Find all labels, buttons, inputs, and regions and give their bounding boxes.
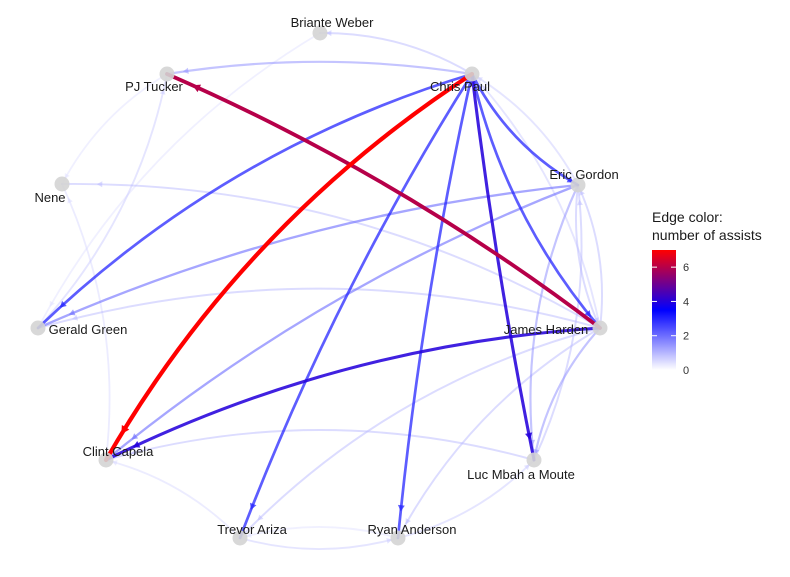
edge-cp3-to-briante	[319, 32, 473, 75]
legend-title-line1: Edge color:	[652, 209, 723, 225]
node-labels: Briante Weber Chris Paul PJ Tucker Eric Gor…	[34, 15, 618, 537]
edge-eric-to-luc	[529, 183, 580, 462]
edge-arrowhead-eric-to-cp3	[476, 76, 484, 83]
edge-harden-to-luc	[532, 326, 602, 462]
legend-tick-label: 4	[683, 296, 689, 308]
edge-cp3-to-pj	[165, 60, 474, 76]
edge-harden-to-ariza	[239, 327, 601, 539]
legend-ticks: 0 2 4 6	[652, 262, 689, 377]
node-gerald	[30, 320, 46, 336]
node-label-gerald: Gerald Green	[49, 322, 128, 337]
edge-eric-to-harden	[574, 184, 601, 329]
node-briante	[312, 25, 328, 41]
edge-cp3-to-luc	[470, 72, 536, 462]
legend: Edge color: number of assists 0 2 4 6	[652, 209, 762, 377]
legend-title-line2: number of assists	[652, 227, 762, 243]
edge-arrowhead-cp3-to-capela	[121, 424, 130, 435]
edge-arrowhead-cp3-to-gerald	[59, 300, 67, 308]
node-nene	[54, 176, 70, 192]
edge-ariza-to-capela	[105, 459, 241, 539]
legend-tick-label: 6	[683, 262, 689, 274]
edge-harden-to-pj	[165, 72, 602, 330]
edge-ryan-to-luc	[397, 459, 535, 539]
edge-arrowhead-luc-to-capela	[130, 449, 137, 456]
node-label-capela: Clint Capela	[83, 444, 155, 459]
edge-arrowhead-harden-to-pj	[192, 84, 202, 93]
edge-harden-to-eric	[577, 184, 604, 329]
edge-arrowhead-capela-to-nene	[67, 197, 73, 204]
edge-arrowhead-harden-to-gerald	[72, 314, 79, 321]
node-label-briante: Briante Weber	[291, 15, 375, 30]
edge-arrowhead-eric-to-capela	[131, 433, 139, 440]
edge-arrowhead-briante-to-gerald	[49, 300, 55, 307]
edge-arrowhead-luc-to-eric	[576, 199, 583, 206]
node-label-nene: Nene	[34, 190, 65, 205]
node-label-cp3: Chris Paul	[430, 79, 490, 94]
edge-arrowhead-harden-to-cp3	[482, 85, 488, 92]
edge-arrowhead-ryan-to-ariza	[245, 532, 252, 538]
edge-harden-to-gerald	[37, 287, 601, 329]
edge-eric-to-gerald	[36, 183, 580, 330]
node-ariza	[232, 530, 248, 546]
node-label-harden: James Harden	[504, 322, 589, 337]
node-eric	[570, 177, 586, 193]
node-label-ariza: Trevor Ariza	[217, 522, 287, 537]
edges	[36, 30, 604, 550]
edge-eric-to-cp3	[471, 73, 579, 186]
edge-arrowhead-pj-to-nene	[64, 172, 70, 179]
node-luc	[526, 452, 542, 468]
edge-arrowhead-cp3-to-ryan	[397, 504, 405, 512]
edge-pj-to-nene	[61, 73, 168, 185]
edge-harden-to-capela	[104, 326, 602, 462]
legend-color-bar	[652, 250, 676, 370]
edge-arrowhead-harden-to-nene	[96, 181, 103, 188]
node-cp3	[464, 66, 480, 82]
edge-ariza-to-ryan	[239, 537, 399, 550]
edge-arrowhead-cp3-to-ariza	[250, 502, 257, 510]
edge-harden-to-nene	[61, 182, 601, 329]
edge-gerald-to-pj	[37, 73, 168, 329]
edge-cp3-to-capela	[103, 71, 475, 463]
edge-cp3-to-ariza	[238, 72, 474, 540]
edge-arrowhead-gerald-to-pj	[159, 88, 166, 95]
edge-cp3-to-harden	[470, 72, 602, 330]
node-harden	[592, 320, 608, 336]
edge-arrowhead-cp3-to-luc	[525, 432, 533, 440]
node-ryan	[390, 530, 406, 546]
edge-cp3-to-ryan	[396, 72, 474, 540]
edge-arrowhead-cp3-to-pj	[182, 67, 189, 74]
edge-cp3-to-gerald	[36, 72, 474, 330]
edge-arrowhead-harden-to-ariza	[257, 514, 264, 521]
edge-luc-to-eric	[533, 184, 583, 461]
edge-capela-to-nene	[61, 183, 111, 461]
edge-harden-to-ryan	[397, 327, 601, 539]
edge-eric-to-capela	[104, 183, 580, 462]
edge-luc-to-capela	[105, 429, 535, 461]
node-label-luc: Luc Mbah a Moute	[467, 467, 575, 482]
node-label-pj: PJ Tucker	[125, 79, 183, 94]
node-capela	[98, 452, 114, 468]
edge-arrowhead-eric-to-gerald	[68, 309, 76, 316]
nodes	[30, 25, 608, 546]
edge-arrowhead-harden-to-ryan	[405, 518, 411, 525]
edge-arrowhead-harden-to-capela	[132, 440, 141, 448]
node-label-eric: Eric Gordon	[549, 167, 618, 182]
edge-ryan-to-ariza	[239, 526, 399, 539]
node-label-ryan: Ryan Anderson	[368, 522, 457, 537]
edge-arrowhead-cp3-to-harden	[584, 310, 591, 318]
legend-tick-label: 2	[683, 331, 689, 343]
legend-tick-label: 0	[683, 365, 689, 377]
edge-cp3-to-eric	[470, 72, 580, 187]
node-pj	[159, 66, 175, 82]
edge-arrowhead-ryan-to-luc	[523, 464, 530, 471]
edge-arrowhead-cp3-to-briante	[325, 30, 332, 37]
edge-harden-to-cp3	[471, 73, 601, 329]
